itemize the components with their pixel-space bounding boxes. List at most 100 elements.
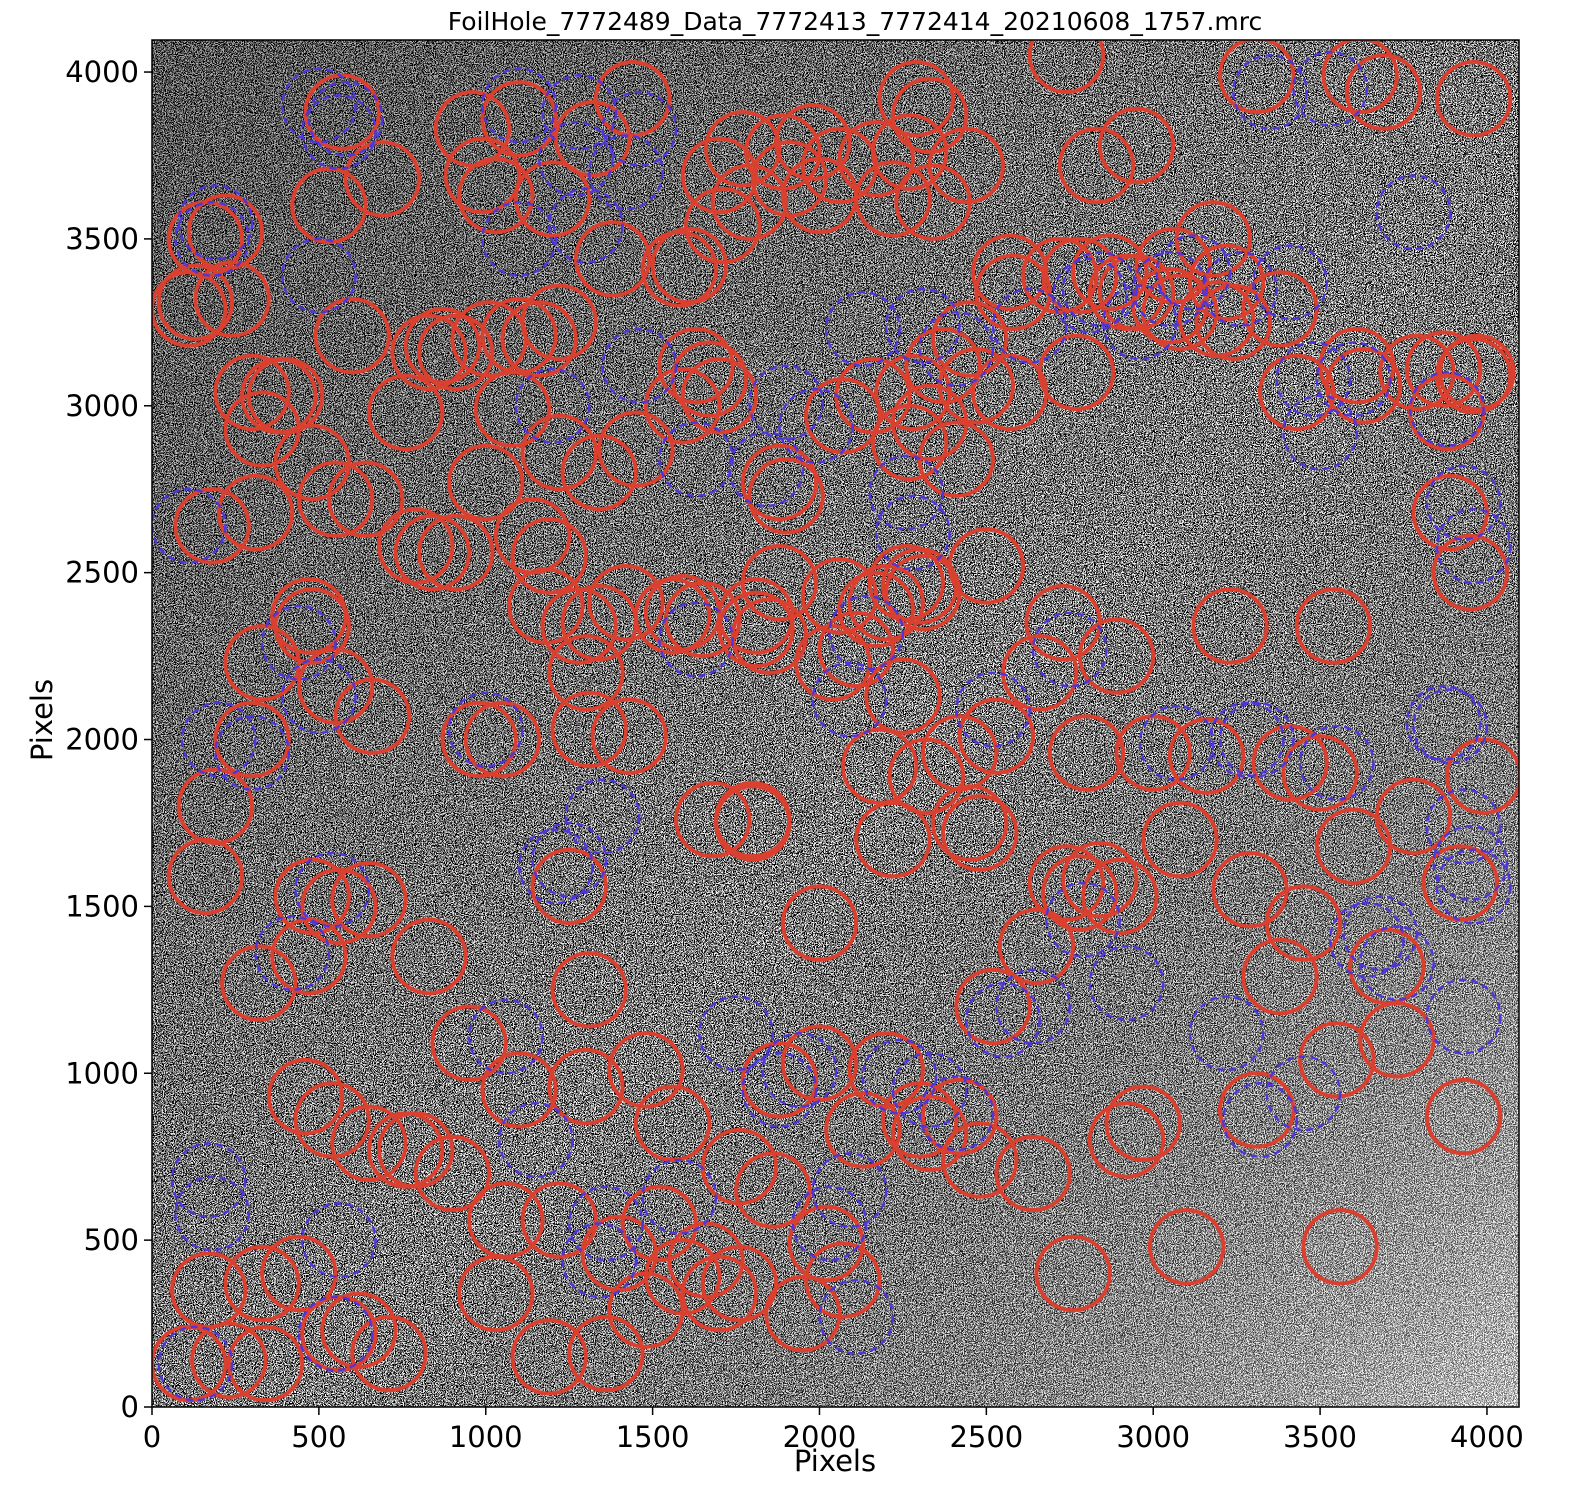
particle-marker-dashed: [828, 594, 905, 671]
particle-marker-solid: [1321, 40, 1399, 115]
particle-marker-solid: [170, 1251, 248, 1329]
x-tick-label: 0: [143, 1420, 161, 1454]
particle-marker-solid: [1424, 1077, 1503, 1156]
particle-marker-solid: [216, 473, 295, 552]
y-axis: 0 500 1000 1500 2000 2500 3000 3500 4000: [65, 55, 152, 1424]
particle-marker-dashed: [180, 701, 257, 778]
particle-marker-solid: [457, 156, 535, 235]
particle-marker-dashed: [497, 1102, 574, 1178]
particle-marker-dashed: [1138, 704, 1215, 781]
particle-marker-dashed: [1328, 901, 1405, 978]
particle-marker-dashed: [1315, 341, 1392, 418]
particle-marker-dashed: [300, 1202, 377, 1279]
particle-marker-solid: [213, 353, 291, 432]
particle-marker-dashed: [1425, 464, 1502, 541]
particle-marker-dashed: [1405, 684, 1482, 761]
particle-marker-solid: [1187, 243, 1266, 321]
particle-marker-dashed: [861, 1038, 938, 1115]
particle-marker-solid: [1081, 857, 1159, 936]
y-tick-label: 4000: [65, 55, 139, 89]
particle-marker-solid: [750, 140, 829, 218]
particle-marker-solid: [1374, 777, 1453, 855]
x-tick-label: 1500: [616, 1420, 690, 1454]
particle-marker-solid: [1301, 1208, 1379, 1286]
particle-marker-solid: [877, 59, 955, 138]
particle-marker-dashed: [531, 821, 608, 898]
particle-marker-dashed: [1375, 174, 1452, 251]
particle-marker-dashed: [868, 454, 945, 531]
particle-marker-solid: [1281, 734, 1359, 812]
particle-marker-dashed: [1292, 50, 1369, 127]
particle-marker-solid: [730, 597, 809, 675]
particle-marker-solid: [156, 263, 235, 341]
particle-marker-solid: [330, 1104, 408, 1183]
particle-marker-solid: [403, 307, 482, 385]
particle-marker-solid: [240, 357, 318, 435]
plot-area: [151, 39, 1520, 1408]
particle-marker-dashed: [1031, 611, 1108, 688]
particle-marker-dashed: [1155, 234, 1232, 311]
particle-marker-solid: [510, 517, 588, 595]
particle-marker-solid: [994, 1134, 1072, 1213]
particle-marker-solid: [296, 460, 375, 538]
particle-marker-solid: [837, 570, 915, 649]
particle-marker-solid: [717, 577, 795, 655]
y-tick-label: 3500: [65, 222, 139, 256]
particle-marker-solid: [931, 300, 1009, 378]
particle-marker-dashed: [1425, 788, 1502, 865]
particle-marker-solid: [747, 457, 825, 535]
x-tick-label: 500: [291, 1420, 346, 1454]
particle-marker-dashed: [658, 601, 734, 678]
particle-marker-dashed: [1435, 848, 1512, 925]
particle-marker-solid: [1141, 800, 1219, 879]
particle-marker-solid: [213, 700, 291, 779]
particle-marker-solid: [597, 410, 675, 488]
particle-marker-dashed: [728, 431, 805, 508]
particle-marker-solid: [890, 76, 969, 155]
particle-marker-solid: [1378, 333, 1456, 412]
particle-marker-dashed: [891, 1051, 968, 1128]
particle-marker-solid: [817, 610, 895, 689]
chart-title: FoilHole_7772489_Data_7772413_7772414_20…: [448, 7, 1262, 36]
particle-marker-solid: [290, 166, 368, 245]
particle-marker-dashed: [1051, 257, 1128, 334]
particle-marker-solid: [590, 697, 668, 775]
particle-marker-solid: [717, 590, 795, 669]
particle-marker-solid: [270, 917, 348, 996]
x-tick-label: 3000: [1116, 1420, 1190, 1454]
particle-marker-solid: [941, 1121, 1019, 1199]
particle-marker-solid: [941, 794, 1019, 872]
x-axis-label: Pixels: [794, 1444, 876, 1478]
particle-marker-solid: [550, 951, 628, 1029]
particle-marker-solid: [640, 230, 718, 308]
particle-marker-solid: [567, 1314, 645, 1393]
particle-marker-dashed: [254, 915, 331, 992]
particle-marker-dashed: [965, 981, 1041, 1058]
particle-marker-solid: [974, 253, 1052, 331]
particle-marker-solid: [684, 186, 762, 265]
particle-marker-dashed: [811, 661, 888, 738]
particle-marker-solid: [740, 443, 819, 522]
particle-marker-dashed: [955, 671, 1031, 748]
particle-marker-solid: [550, 690, 628, 769]
particle-marker-dashed: [300, 94, 377, 171]
particle-marker-solid: [921, 1077, 999, 1156]
particle-marker-solid: [864, 657, 942, 735]
particle-marker-solid: [1077, 617, 1156, 695]
x-tick-label: 2000: [783, 1420, 857, 1454]
particle-marker-dashed: [177, 184, 254, 261]
particle-marker-solid: [680, 357, 759, 435]
particle-marker-solid: [1047, 714, 1126, 792]
particle-marker-solid: [927, 126, 1005, 205]
particle-marker-dashed: [174, 1175, 251, 1252]
x-tick-label: 3500: [1283, 1420, 1357, 1454]
particle-marker-solid: [1041, 236, 1119, 315]
particle-marker-solid: [1194, 283, 1273, 361]
particle-marker-dashed: [280, 67, 357, 144]
x-tick-label: 2500: [949, 1420, 1023, 1454]
particle-marker-dashed: [517, 828, 594, 905]
particle-marker-solid: [1147, 1208, 1226, 1286]
particle-marker-solid: [947, 527, 1026, 605]
particle-marker-solid: [804, 1241, 882, 1319]
particle-marker-solid: [223, 624, 301, 702]
